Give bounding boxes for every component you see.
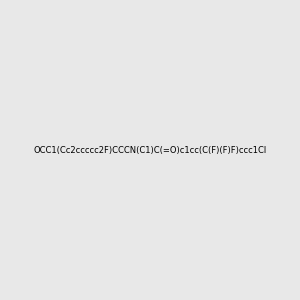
Text: OCC1(Cc2ccccc2F)CCCN(C1)C(=O)c1cc(C(F)(F)F)ccc1Cl: OCC1(Cc2ccccc2F)CCCN(C1)C(=O)c1cc(C(F)(F… — [33, 146, 267, 154]
